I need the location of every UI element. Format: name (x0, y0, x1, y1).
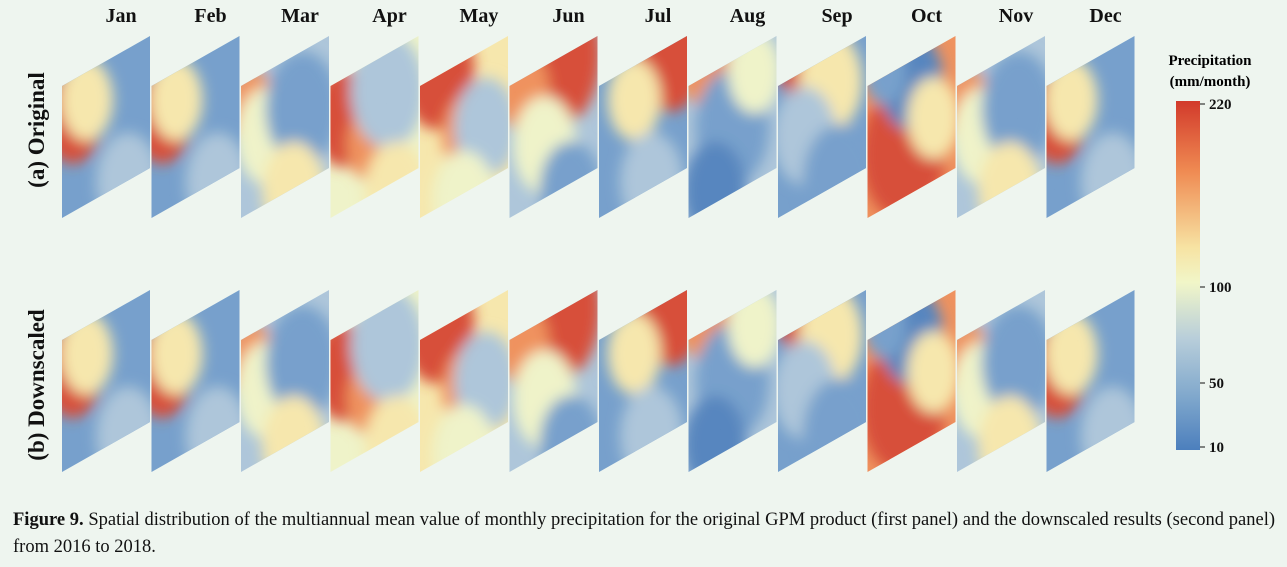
map-downscaled-mar (241, 290, 329, 472)
colorbar-tick-50: 50 (1209, 376, 1224, 392)
colorbar-unit: (mm/month) (1170, 74, 1251, 90)
colorbar: Precipitation (mm/month) 220 100 50 10 (1168, 53, 1252, 456)
map-original-sep (778, 36, 866, 218)
map-original-oct (867, 36, 956, 218)
map-original-jun (509, 36, 598, 218)
colorbar-tick-100: 100 (1209, 280, 1232, 296)
map-original-nov (957, 36, 1045, 218)
month-labels: Jan Feb Mar Apr May Jun Jul Aug Sep Oct Nov Dec (105, 5, 1121, 27)
month-label-may: May (460, 5, 499, 27)
colorbar-tick-10: 10 (1209, 440, 1224, 456)
month-label-jul: Jul (645, 5, 672, 27)
map-downscaled-sep (778, 290, 866, 472)
caption-label: Figure 9. (13, 510, 84, 530)
row-label-downscaled: (b) Downscaled (24, 309, 49, 461)
map-downscaled-aug (688, 290, 777, 472)
map-downscaled-oct (867, 290, 956, 472)
caption-text: Spatial distribution of the multiannual … (13, 510, 1275, 557)
map-original-apr (330, 36, 419, 218)
month-label-apr: Apr (372, 5, 407, 27)
month-label-mar: Mar (281, 5, 319, 27)
colorbar-gradient (1176, 101, 1200, 450)
map-downscaled-apr (330, 290, 419, 472)
month-label-aug: Aug (730, 5, 766, 27)
map-downscaled-nov (957, 290, 1045, 472)
map-downscaled-jun (509, 290, 598, 472)
map-grid (62, 36, 1135, 472)
row-label-original: (a) Original (24, 72, 49, 188)
colorbar-tick-220: 220 (1209, 97, 1232, 113)
precipitation-figure: Jan Feb Mar Apr May Jun Jul Aug Sep Oct Nov Dec (a)… (24, 5, 1252, 472)
map-downscaled-may (420, 290, 508, 472)
figure-caption: Figure 9. Spatial distribution of the mu… (13, 507, 1275, 561)
map-downscaled-jan (62, 290, 150, 472)
map-original-aug (688, 36, 777, 218)
month-label-dec: Dec (1089, 5, 1121, 27)
month-label-oct: Oct (911, 5, 942, 27)
colorbar-title: Precipitation (1168, 53, 1252, 69)
month-label-sep: Sep (821, 5, 852, 27)
map-original-mar (241, 36, 329, 218)
map-original-jan (62, 36, 150, 218)
month-label-feb: Feb (194, 5, 226, 27)
month-label-jan: Jan (105, 5, 136, 27)
month-label-nov: Nov (999, 5, 1033, 27)
month-label-jun: Jun (552, 5, 584, 27)
